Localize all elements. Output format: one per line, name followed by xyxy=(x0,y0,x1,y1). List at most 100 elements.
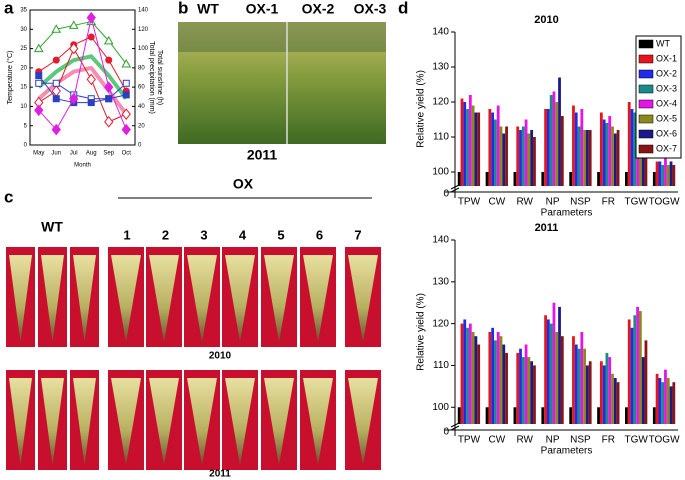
bar xyxy=(466,109,469,186)
bar xyxy=(485,407,489,424)
bar xyxy=(588,130,592,186)
photo-label: 4 xyxy=(239,227,247,242)
marker xyxy=(51,123,61,136)
bar xyxy=(527,357,531,424)
bar xyxy=(496,332,500,424)
legend-label: WT xyxy=(656,38,670,48)
bar xyxy=(471,105,475,186)
legend-label: OX-1 xyxy=(656,53,677,63)
x-tick-label: RW xyxy=(516,435,533,446)
legend-label: OX-3 xyxy=(656,83,677,93)
x-tick-label: TGW xyxy=(625,435,649,446)
plant xyxy=(303,255,333,342)
marker xyxy=(52,95,60,103)
photo-background xyxy=(178,22,386,52)
panel-label: a xyxy=(4,0,14,17)
bar xyxy=(597,172,600,186)
bar xyxy=(661,382,665,424)
x-tick-label: TPW xyxy=(458,197,481,208)
x-tick-label: TOGW xyxy=(649,197,680,208)
plant xyxy=(9,378,32,465)
bar xyxy=(633,112,637,186)
legend-swatch xyxy=(638,144,654,154)
photo-label: 3 xyxy=(200,227,207,242)
bar xyxy=(664,158,667,186)
series-line xyxy=(38,17,127,131)
bar xyxy=(457,172,461,186)
bar xyxy=(588,361,592,424)
plant xyxy=(73,378,96,465)
bar xyxy=(549,95,553,186)
bar xyxy=(569,407,573,424)
marker xyxy=(51,24,62,33)
y-tick-label: 140 xyxy=(432,27,449,38)
bar xyxy=(572,336,575,424)
marker xyxy=(69,42,79,55)
x-tick-label: TGW xyxy=(625,197,649,208)
bar xyxy=(460,323,464,424)
bar xyxy=(616,130,620,186)
bar xyxy=(652,172,656,186)
y-tick-label: 30 xyxy=(20,27,27,33)
photo-label: 5 xyxy=(277,227,284,242)
bar xyxy=(641,357,645,424)
bar xyxy=(608,357,612,424)
x-axis-label: Parameters xyxy=(541,446,593,457)
bar xyxy=(552,91,556,186)
bar xyxy=(546,109,550,186)
bar xyxy=(499,336,503,424)
bar xyxy=(625,407,628,424)
marker xyxy=(86,73,96,86)
bar xyxy=(460,98,464,186)
photo-label: OX-2 xyxy=(302,1,335,17)
bar xyxy=(669,161,673,186)
y-axis-label: Relative yield (%) xyxy=(416,70,427,148)
plant-photos xyxy=(6,247,381,470)
bar xyxy=(608,116,612,186)
plant xyxy=(225,378,255,465)
y2-axis-label: Total precipitation (mm) xyxy=(148,41,155,114)
marker xyxy=(35,72,43,80)
legend-label: OX-4 xyxy=(656,98,677,108)
photo-label: 1 xyxy=(123,227,130,242)
bar xyxy=(602,119,606,186)
bar xyxy=(669,386,673,424)
x-tick-label: FR xyxy=(602,197,615,208)
y-tick-label: 0 xyxy=(443,427,449,438)
y-tick-label: 15 xyxy=(20,85,27,91)
bar xyxy=(613,133,617,186)
chart-title: 2011 xyxy=(535,222,559,234)
photo-label: 7 xyxy=(354,227,361,242)
bar xyxy=(580,109,584,186)
bar xyxy=(471,332,475,424)
bar xyxy=(572,105,575,186)
y2-tick-label: 20 xyxy=(138,123,145,129)
plant xyxy=(348,255,378,342)
bar xyxy=(664,369,667,424)
bar xyxy=(546,319,550,424)
y-axis-label: Relative yield (%) xyxy=(416,293,427,371)
bar xyxy=(505,352,508,424)
bar xyxy=(502,344,506,424)
legend-label: OX-6 xyxy=(656,128,677,138)
bar xyxy=(457,407,461,424)
bar xyxy=(491,327,495,424)
y2-tick-label: 100 xyxy=(138,46,149,52)
bar xyxy=(605,123,609,186)
bar xyxy=(558,77,561,186)
marker xyxy=(52,79,60,87)
y2-tick-label: 80 xyxy=(138,65,145,71)
panel-label: d xyxy=(398,0,408,17)
bar xyxy=(666,165,670,186)
legend-swatch xyxy=(638,54,654,64)
marker xyxy=(52,56,60,64)
photo-year: 2011 xyxy=(209,469,231,480)
bar xyxy=(580,332,584,424)
bar xyxy=(574,344,578,424)
bar xyxy=(611,373,614,424)
marker xyxy=(104,116,114,128)
legend-swatch xyxy=(638,39,654,49)
bar xyxy=(661,165,665,186)
bar xyxy=(586,365,589,424)
